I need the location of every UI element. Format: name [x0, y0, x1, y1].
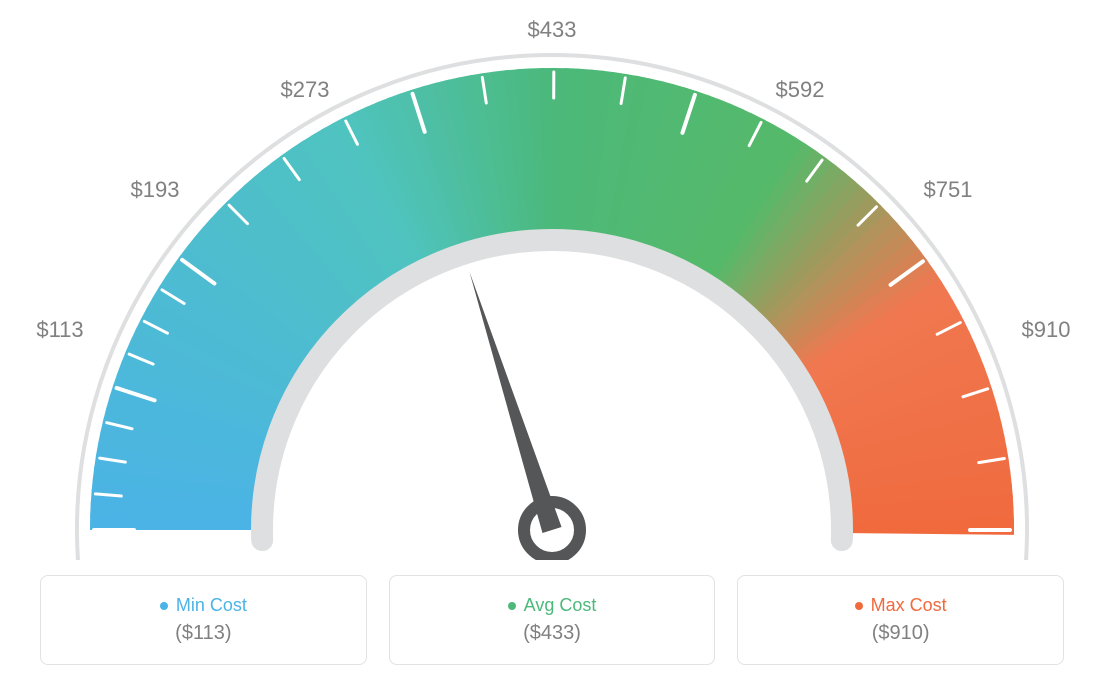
legend-cards: Min Cost ($113) Avg Cost ($433) Max Cost… — [40, 575, 1064, 665]
gauge-tick-label: $273 — [281, 77, 330, 103]
card-min-label: Min Cost — [176, 595, 247, 616]
gauge-tick-label: $193 — [131, 177, 180, 203]
gauge-tick-label: $113 — [36, 317, 83, 343]
card-max-value: ($910) — [872, 622, 930, 645]
dot-icon — [855, 602, 863, 610]
card-max-label: Max Cost — [871, 595, 947, 616]
card-max-header: Max Cost — [855, 595, 947, 616]
card-avg-cost: Avg Cost ($433) — [389, 575, 716, 665]
card-min-value: ($113) — [175, 622, 231, 645]
card-avg-value: ($433) — [523, 622, 581, 645]
gauge-tick-label: $751 — [924, 177, 973, 203]
dot-icon — [160, 602, 168, 610]
gauge-tick-label: $910 — [1022, 317, 1071, 343]
dot-icon — [508, 602, 516, 610]
card-avg-header: Avg Cost — [508, 595, 597, 616]
gauge-tick-label: $433 — [528, 17, 577, 43]
card-min-header: Min Cost — [160, 595, 247, 616]
card-avg-label: Avg Cost — [524, 595, 597, 616]
cost-gauge-figure: $113 $193 $273 $433 $592 $751 $910 Min Cost ($… — [0, 0, 1104, 690]
card-max-cost: Max Cost ($910) — [737, 575, 1064, 665]
gauge-svg — [0, 0, 1104, 560]
card-min-cost: Min Cost ($113) — [40, 575, 367, 665]
gauge-area: $113 $193 $273 $433 $592 $751 $910 — [0, 0, 1104, 560]
gauge-tick-label: $592 — [776, 77, 825, 103]
